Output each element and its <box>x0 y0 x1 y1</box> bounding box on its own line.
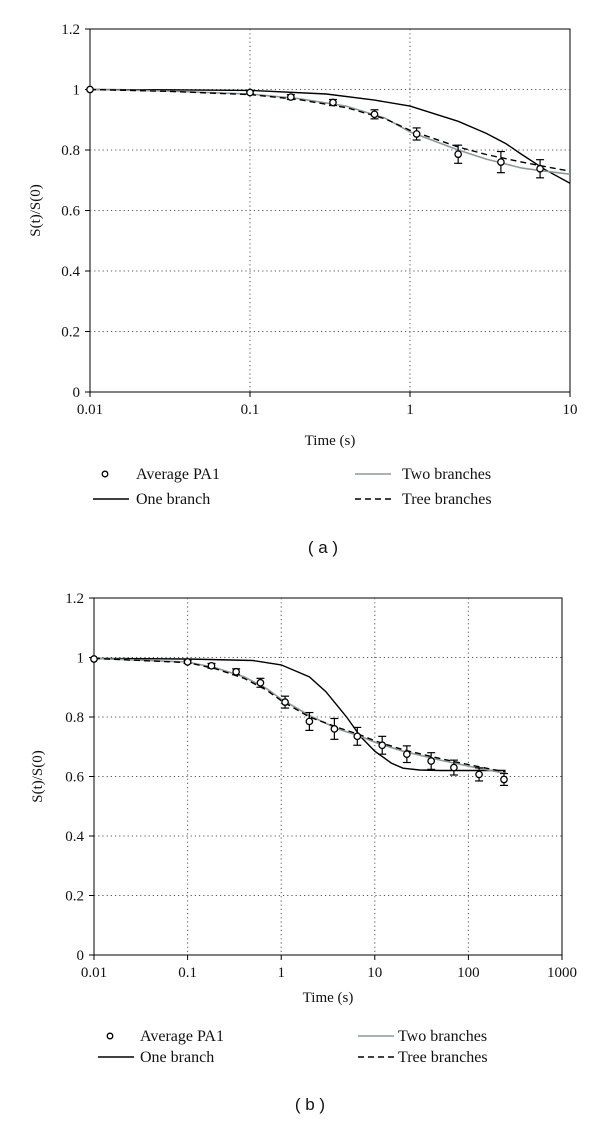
x-tick-label: 1 <box>277 965 285 981</box>
data-point-average-pa1 <box>86 85 94 94</box>
legend-marker-average-pa1 <box>101 470 109 478</box>
data-point-average-pa1 <box>281 698 289 706</box>
series-line-one-branch <box>89 88 571 184</box>
data-point-average-pa1 <box>475 770 483 779</box>
panel-label: ( b ) <box>295 1095 325 1114</box>
y-tick-label: 0.6 <box>61 204 80 220</box>
y-tick-label: 0 <box>77 948 85 964</box>
x-tick-label: 10 <box>563 402 578 418</box>
x-tick-label: 0.1 <box>241 402 260 418</box>
legend-label-average-pa1: Average PA1 <box>136 466 220 483</box>
data-point-average-pa1 <box>256 678 265 687</box>
y-tick-label: 0.4 <box>65 829 84 845</box>
y-tick-label: 1 <box>73 83 81 99</box>
y-tick-label: 0 <box>73 385 81 401</box>
y-axis-title: S(t)/S(0) <box>30 750 46 803</box>
y-tick-label: 1.2 <box>65 591 84 607</box>
legend: Average PA1 Two branches One branch Tree br… <box>98 1028 488 1066</box>
data-point-average-pa1 <box>536 164 544 173</box>
chart-panel-a: 0.01 0.1 1 10 0 0.2 0.4 0.6 0.8 1 1.2 Time (s) S(t)/… <box>28 22 578 557</box>
y-axis-title: S(t)/S(0) <box>28 184 44 237</box>
x-tick-label: 0.1 <box>178 965 197 981</box>
data-point-average-pa1 <box>232 667 240 676</box>
legend-label-two-branches: Two branches <box>398 1028 487 1045</box>
legend-label-average-pa1: Average PA1 <box>140 1028 224 1045</box>
data-point-average-pa1 <box>450 763 458 772</box>
x-tick-label: 0.01 <box>77 402 103 418</box>
data-point-average-pa1 <box>246 88 254 97</box>
legend-label-one-branch: One branch <box>140 1049 214 1066</box>
data-point-average-pa1 <box>183 658 192 666</box>
panel-label: ( a ) <box>308 538 338 557</box>
x-tick-label: 100 <box>457 965 480 981</box>
y-tick-label: 0.8 <box>65 710 84 726</box>
series-line-tree-branches <box>89 88 571 172</box>
data-point-average-pa1 <box>207 661 216 670</box>
y-tick-label: 1.2 <box>61 22 80 38</box>
legend-label-tree-branches: Tree branches <box>402 491 492 508</box>
series-line-one-branch <box>93 657 506 772</box>
data-point-average-pa1 <box>370 110 379 119</box>
x-axis-title: Time (s) <box>305 433 356 449</box>
legend-label-two-branches: Two branches <box>402 466 491 483</box>
y-tick-label: 0.2 <box>65 889 84 905</box>
legend: Average PA1 Two branches One branch Tree br… <box>93 466 492 508</box>
legend-label-tree-branches: Tree branches <box>398 1049 488 1066</box>
data-point-average-pa1 <box>90 655 98 663</box>
data-point-average-pa1 <box>353 732 362 741</box>
data-point-average-pa1 <box>286 93 295 101</box>
data-point-average-pa1 <box>305 717 314 726</box>
x-tick-label: 1000 <box>547 965 577 981</box>
legend-marker-average-pa1 <box>106 1032 114 1040</box>
data-point-average-pa1 <box>378 741 387 750</box>
data-point-average-pa1 <box>500 775 508 784</box>
y-tick-label: 0.8 <box>61 143 80 159</box>
series-line-tree-branches <box>93 657 506 773</box>
series-line-two-branches <box>93 657 506 775</box>
y-tick-label: 0.2 <box>61 325 80 341</box>
data-point-average-pa1 <box>497 158 505 166</box>
x-tick-label: 10 <box>367 965 382 981</box>
data-point-average-pa1 <box>412 130 421 138</box>
y-tick-label: 1 <box>77 651 85 667</box>
data-point-average-pa1 <box>454 150 463 159</box>
plot-frame <box>93 597 563 956</box>
x-tick-label: 1 <box>406 402 414 418</box>
y-tick-label: 0.4 <box>61 264 80 280</box>
data-point-average-pa1 <box>329 98 337 107</box>
legend-label-one-branch: One branch <box>136 491 210 508</box>
data-point-average-pa1 <box>403 750 411 759</box>
y-tick-label: 0.6 <box>65 770 84 786</box>
x-axis-title: Time (s) <box>303 990 354 1006</box>
data-point-average-pa1 <box>330 725 339 733</box>
x-tick-label: 0.01 <box>81 965 107 981</box>
chart-panel-b: 0.01 0.1 1 10 100 1000 0 0.2 0.4 0.6 0.8 1 1.2 Time (… <box>30 591 577 1114</box>
data-point-average-pa1 <box>427 757 436 765</box>
